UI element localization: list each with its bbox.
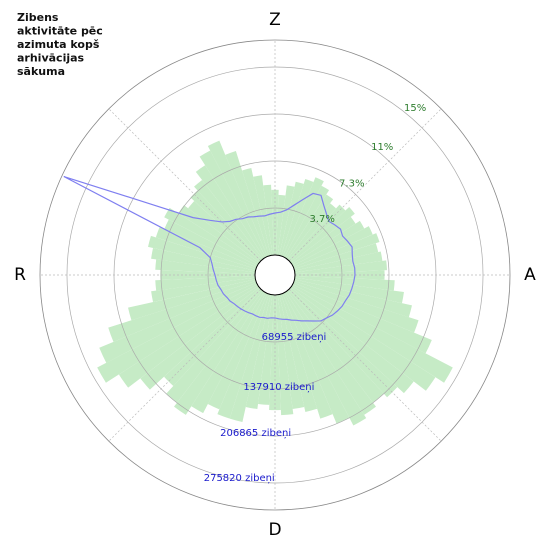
bar [294, 277, 404, 304]
bar [287, 289, 384, 403]
chart-title-line: arhivācijas [17, 52, 85, 65]
angle-tick-label: A [524, 265, 536, 285]
bar [155, 259, 256, 275]
grid-ring [207, 207, 343, 343]
polar-frame [39, 39, 511, 511]
r-tick-label: 15% [404, 103, 426, 114]
bar [292, 226, 373, 268]
bar [225, 150, 269, 257]
chart-title-line: sākuma [17, 65, 65, 78]
bar [245, 294, 273, 410]
bar [293, 233, 380, 269]
bar [195, 165, 265, 260]
chart-title-line: azimuta kopš [17, 38, 100, 51]
bar [118, 285, 260, 388]
bar [155, 275, 256, 291]
bar [194, 179, 263, 261]
bar [279, 181, 304, 256]
r-tick-label: 7.3% [339, 179, 364, 190]
bar [188, 200, 261, 263]
bar [292, 282, 432, 354]
angle-tick-label: D [268, 520, 281, 540]
bar [284, 185, 330, 259]
bar [279, 294, 318, 412]
r2-tick-label: 275820 zibeņi [204, 473, 275, 484]
line [63, 175, 356, 322]
chart-title-line: Zibens [17, 11, 59, 24]
bar [275, 194, 286, 256]
r-tick-label: 11% [371, 142, 393, 153]
bar [242, 168, 271, 256]
bar [229, 294, 271, 422]
bar [294, 251, 383, 273]
bar [191, 291, 266, 414]
bar [263, 184, 275, 256]
bar [294, 275, 395, 291]
bar [294, 260, 388, 275]
bar [284, 291, 367, 426]
bar [164, 219, 258, 268]
bar [207, 292, 268, 410]
bar [140, 287, 261, 390]
bar [258, 294, 275, 405]
bar [290, 285, 436, 391]
bar [287, 203, 337, 261]
bar [277, 294, 305, 410]
bar [282, 292, 350, 424]
bar [294, 279, 412, 318]
bar [288, 204, 346, 262]
bar [108, 281, 257, 342]
grid-ring [160, 160, 390, 390]
bar [151, 247, 256, 273]
bar [166, 289, 263, 403]
r2-tick-label: 68955 zibeņi [262, 332, 327, 343]
bar [291, 220, 365, 266]
bar [289, 207, 355, 263]
bar [282, 177, 324, 258]
bar [151, 277, 256, 303]
bar [128, 279, 256, 321]
r2-tick-label: 137910 zibeņi [243, 382, 314, 393]
bar [275, 294, 294, 416]
bar [289, 287, 414, 394]
bar [281, 293, 333, 419]
chart-title-line: aktivitāte pēc [17, 25, 103, 38]
bar [174, 290, 265, 415]
angle-tick-label: Z [269, 10, 281, 30]
bar [217, 293, 269, 419]
bar [294, 243, 379, 271]
bar [99, 282, 258, 363]
bar [148, 235, 256, 271]
angle-tick-label: R [14, 265, 26, 285]
bar [207, 140, 268, 258]
bar [285, 290, 376, 415]
bar [253, 175, 273, 256]
r-tick-label: 3.7% [309, 214, 334, 225]
bar [178, 205, 260, 265]
r2-tick-label: 206865 zibeņi [220, 428, 291, 439]
bar [285, 194, 334, 260]
center-hole [254, 254, 296, 296]
bar [164, 207, 259, 266]
bar [293, 281, 419, 333]
bar [277, 185, 295, 256]
